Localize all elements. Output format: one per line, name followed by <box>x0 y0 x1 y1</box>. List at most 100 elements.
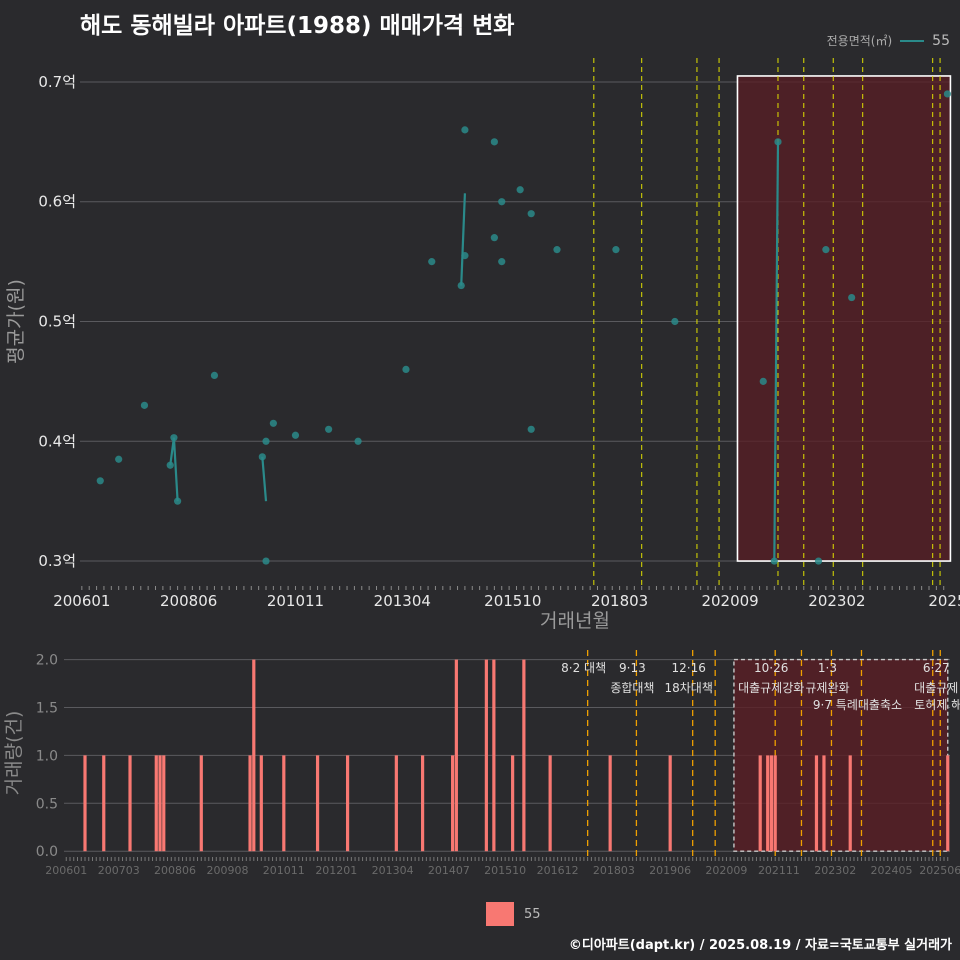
price-legend-line-swatch <box>900 39 925 42</box>
price-point <box>170 434 178 442</box>
volume-x-tick-label: 202009 <box>705 864 747 877</box>
price-point <box>490 234 498 242</box>
price-x-tick-label: 201304 <box>374 592 431 610</box>
price-point <box>527 210 535 218</box>
volume-x-tick-label: 201803 <box>593 864 635 877</box>
price-point <box>770 557 778 565</box>
volume-bar <box>83 755 87 852</box>
volume-annotation-title: 10·26 <box>754 661 788 675</box>
volume-bar <box>158 755 162 852</box>
price-y-tick-label: 0.5억 <box>38 313 76 331</box>
volume-bar <box>154 755 158 852</box>
price-x-tick-label: 201011 <box>267 592 324 610</box>
volume-annotation-subtitle: 토허제 해제 <box>914 698 960 712</box>
price-average-line <box>261 456 268 502</box>
price-y-axis-title: 평균가(원) <box>5 279 27 364</box>
volume-bar <box>773 755 777 852</box>
price-y-tick-label: 0.7억 <box>38 73 76 91</box>
volume-bar <box>394 755 398 852</box>
volume-annotation-subtitle: 대출규제 <box>914 681 958 695</box>
volume-legend: 55 <box>486 902 541 926</box>
price-point <box>612 246 620 254</box>
volume-bar <box>315 755 320 852</box>
price-point <box>210 371 219 379</box>
volume-bar <box>102 755 106 852</box>
price-point <box>822 246 830 254</box>
price-point <box>461 252 469 260</box>
volume-x-tick-label: 200601 <box>45 864 87 877</box>
volume-annotation-title: 8·2 대책 <box>561 660 606 675</box>
credit-text: ©디아파트(dapt.kr) / 2025.08.19 / 자료=국토교통부 실… <box>568 938 952 953</box>
volume-bar <box>548 755 552 852</box>
volume-bar <box>252 659 256 852</box>
volume-y-tick-label: 1.5 <box>36 700 58 716</box>
volume-bar <box>484 659 488 852</box>
price-x-tick-label: 202302 <box>808 592 865 610</box>
volume-bar <box>668 755 672 852</box>
volume-bar <box>199 755 203 852</box>
price-point <box>774 138 782 146</box>
price-legend-series-name: 55 <box>932 32 950 49</box>
volume-bar <box>421 755 425 852</box>
volume-bar <box>282 755 286 852</box>
price-point <box>457 281 465 290</box>
volume-x-tick-label: 201510 <box>484 864 526 877</box>
volume-highlight-box <box>733 658 949 852</box>
volume-x-tick-label: 200806 <box>154 864 196 877</box>
price-average-line <box>460 193 467 286</box>
volume-bar <box>345 755 350 852</box>
price-y-tick-label: 0.6억 <box>38 193 76 211</box>
price-legend-title: 전용면적(㎡) <box>826 34 893 48</box>
volume-x-tick-label: 201612 <box>537 864 579 877</box>
volume-bar <box>769 755 774 852</box>
volume-x-tick-label: 201304 <box>372 864 414 877</box>
price-point <box>490 138 498 146</box>
price-point <box>258 453 266 461</box>
price-point <box>759 377 767 385</box>
price-point <box>516 186 524 194</box>
volume-annotation-subtitle: 규제완화 <box>805 681 849 695</box>
volume-bar <box>822 755 826 852</box>
volume-legend-bar-swatch <box>486 902 514 926</box>
volume-x-tick-label: 200908 <box>207 864 249 877</box>
price-point <box>354 437 362 445</box>
volume-bar <box>162 755 166 852</box>
volume-annotation-subtitle: 대출규제강화 <box>738 681 804 695</box>
price-point <box>848 293 856 302</box>
volume-x-tick-label: 202302 <box>814 864 856 877</box>
volume-bar <box>758 755 762 852</box>
volume-bar <box>248 755 252 852</box>
price-point <box>498 258 506 266</box>
volume-annotation-title: 1·3 <box>818 661 837 675</box>
price-highlight-box <box>736 75 952 562</box>
price-point <box>814 557 823 565</box>
volume-x-tick-label: 200703 <box>98 864 140 877</box>
price-y-tick-label: 0.4억 <box>38 432 76 450</box>
volume-bar <box>259 755 263 852</box>
price-point <box>671 317 679 326</box>
volume-annotation-title: 9·13 <box>619 661 646 675</box>
volume-bar <box>454 659 458 852</box>
volume-annotation-title: 12·16 <box>671 661 705 675</box>
price-x-tick-label: 200601 <box>53 592 110 610</box>
price-point <box>402 365 410 374</box>
price-point <box>325 425 333 433</box>
volume-x-tick-label: 202405 <box>870 864 912 877</box>
price-x-tick-label: 201510 <box>484 592 541 610</box>
volume-x-tick-label: 201407 <box>428 864 470 877</box>
volume-annotation-subtitle: 종합대책 <box>610 680 654 695</box>
volume-y-tick-label: 2.0 <box>36 653 58 669</box>
price-point <box>140 401 149 409</box>
price-y-tick-label: 0.3억 <box>38 552 76 570</box>
price-chart: 0.3억 0.4억 0.5억 0.6억 0.7억 200601 200806 201011 20… <box>5 58 960 632</box>
volume-annotation-subtitle: 9·7 특례대출축소 <box>813 698 902 712</box>
price-average-line <box>773 141 780 562</box>
price-x-axis-title: 거래년월 <box>540 610 610 632</box>
price-point <box>428 258 436 266</box>
volume-x-tick-label: 201906 <box>649 864 691 877</box>
price-average-line <box>169 437 179 502</box>
price-point <box>262 557 270 565</box>
volume-annotation-subtitle: 18차대책 <box>664 680 712 695</box>
price-x-tick-label: 200806 <box>160 592 217 610</box>
